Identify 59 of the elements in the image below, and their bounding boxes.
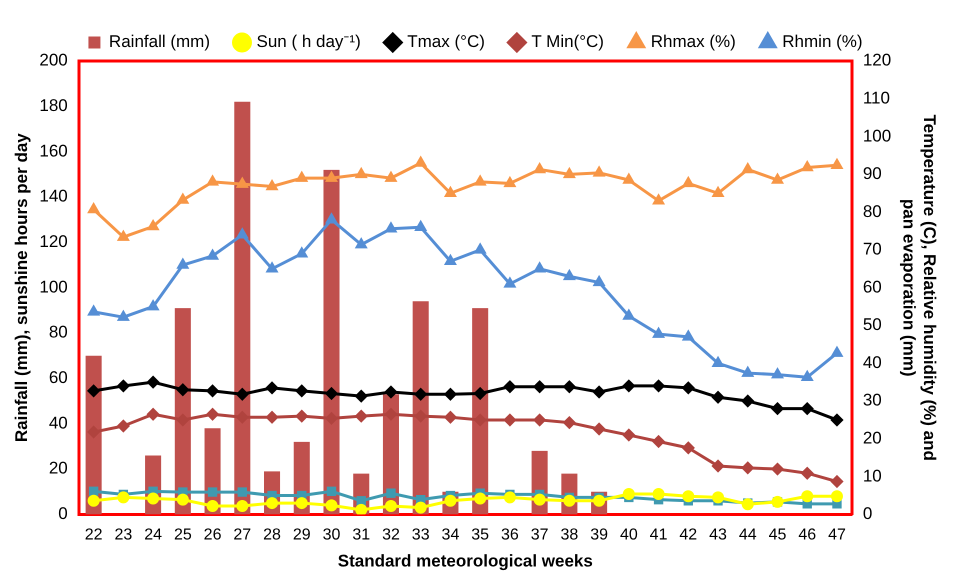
legend-label: Tmax (°C) (407, 32, 485, 52)
x-tick-label: 33 (412, 526, 430, 544)
x-axis-title: Standard meteorological weeks (338, 551, 593, 570)
y2-tick-label: 110 (862, 88, 890, 108)
legend-label: Rhmin (%) (782, 32, 863, 52)
x-tick-label: 36 (501, 526, 519, 544)
y2-tick-label: 20 (862, 428, 882, 448)
x-tick-label: 43 (709, 526, 728, 544)
x-tick-label: 26 (204, 526, 222, 544)
x-tick-label: 29 (292, 526, 311, 544)
y-tick-label: 40 (48, 413, 68, 432)
x-tick-label: 39 (590, 526, 608, 544)
y2-tick-label: 80 (862, 202, 882, 221)
y2-tick-label: 70 (862, 240, 882, 259)
x-tick-label: 24 (144, 526, 162, 544)
y-tick-label: 160 (39, 141, 68, 160)
legend-label: Rainfall (mm) (108, 32, 210, 52)
x-tick-label: 38 (560, 526, 578, 544)
x-tick-label: 44 (738, 526, 757, 544)
y2-tick-label: 120 (862, 50, 892, 70)
x-tick-label: 32 (382, 526, 400, 544)
y-tick-label: 100 (39, 277, 68, 296)
x-tick-label: 27 (233, 526, 252, 544)
x-tick-label: 41 (650, 526, 668, 544)
x-tick-label: 25 (174, 526, 192, 544)
x-tick-label: 40 (620, 526, 638, 544)
y2-tick-label: 50 (862, 315, 882, 334)
y-tick-label: 80 (48, 322, 68, 342)
x-tick-label: 47 (828, 526, 846, 544)
legend-label: Sun ( h day⁻¹) (256, 32, 361, 52)
x-tick-label: 34 (442, 526, 460, 544)
legend-label: Rhmax (%) (650, 32, 736, 52)
y2-tick-label: 0 (862, 504, 872, 524)
y2-tick-label: 100 (862, 126, 892, 146)
y2-axis-title: Temperature (C), Relative humidity (%) and pan evaporation (mm) (900, 114, 940, 461)
y-tick-label: 20 (48, 458, 68, 478)
y2-tick-label: 40 (862, 352, 882, 372)
y-tick-label: 140 (39, 186, 68, 206)
x-tick-label: 22 (84, 526, 103, 544)
x-tick-label: 23 (114, 526, 132, 544)
y2-tick-label: 10 (862, 466, 882, 486)
x-tick-label: 37 (530, 526, 549, 544)
x-tick-label: 31 (352, 526, 370, 544)
y2-tick-label: 30 (862, 390, 882, 410)
y-tick-label: 200 (39, 50, 68, 70)
x-tick-label: 42 (679, 526, 698, 544)
y-axis-title: Rainfall (mm), sunshine hours per day (12, 132, 31, 442)
x-tick-label: 35 (471, 526, 490, 544)
x-tick-label: 46 (798, 526, 816, 544)
x-tick-label: 30 (322, 526, 340, 544)
y-tick-label: 120 (39, 232, 68, 252)
legend-label: T Min(°C) (531, 32, 604, 52)
y-tick-label: 0 (58, 504, 68, 524)
y2-tick-label: 60 (862, 277, 882, 296)
x-tick-label: 28 (263, 526, 282, 544)
y2-tick-label: 90 (862, 164, 882, 184)
y-tick-label: 180 (39, 96, 68, 116)
x-tick-label: 45 (768, 526, 786, 544)
y-tick-label: 60 (48, 368, 68, 388)
